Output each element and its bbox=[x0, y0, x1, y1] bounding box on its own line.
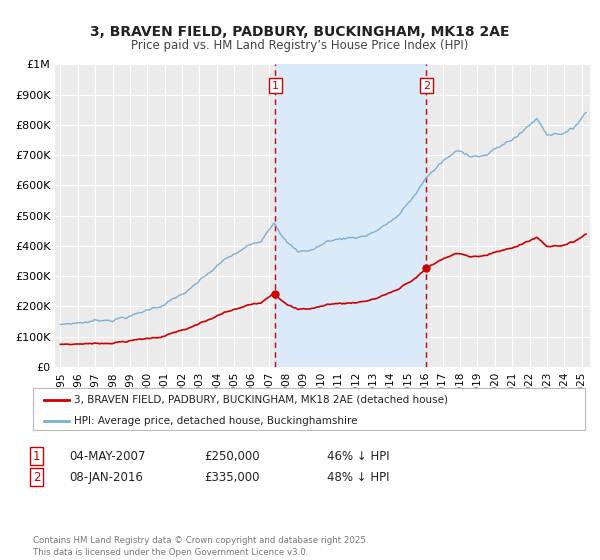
Text: 04-MAY-2007: 04-MAY-2007 bbox=[69, 450, 145, 463]
Text: 08-JAN-2016: 08-JAN-2016 bbox=[69, 470, 143, 484]
Text: 1: 1 bbox=[33, 450, 41, 463]
Text: 2: 2 bbox=[423, 81, 430, 91]
Bar bbox=[275, 64, 427, 367]
Text: Price paid vs. HM Land Registry’s House Price Index (HPI): Price paid vs. HM Land Registry’s House … bbox=[131, 39, 469, 52]
Text: £335,000: £335,000 bbox=[204, 470, 260, 484]
Text: 48% ↓ HPI: 48% ↓ HPI bbox=[327, 470, 389, 484]
Text: 2: 2 bbox=[33, 470, 41, 484]
Text: Contains HM Land Registry data © Crown copyright and database right 2025.
This d: Contains HM Land Registry data © Crown c… bbox=[33, 536, 368, 557]
Text: 3, BRAVEN FIELD, PADBURY, BUCKINGHAM, MK18 2AE (detached house): 3, BRAVEN FIELD, PADBURY, BUCKINGHAM, MK… bbox=[74, 395, 448, 405]
Text: 46% ↓ HPI: 46% ↓ HPI bbox=[327, 450, 389, 463]
Text: £250,000: £250,000 bbox=[204, 450, 260, 463]
Text: 1: 1 bbox=[272, 81, 279, 91]
Text: HPI: Average price, detached house, Buckinghamshire: HPI: Average price, detached house, Buck… bbox=[74, 416, 358, 426]
Text: 3, BRAVEN FIELD, PADBURY, BUCKINGHAM, MK18 2AE: 3, BRAVEN FIELD, PADBURY, BUCKINGHAM, MK… bbox=[90, 25, 510, 39]
